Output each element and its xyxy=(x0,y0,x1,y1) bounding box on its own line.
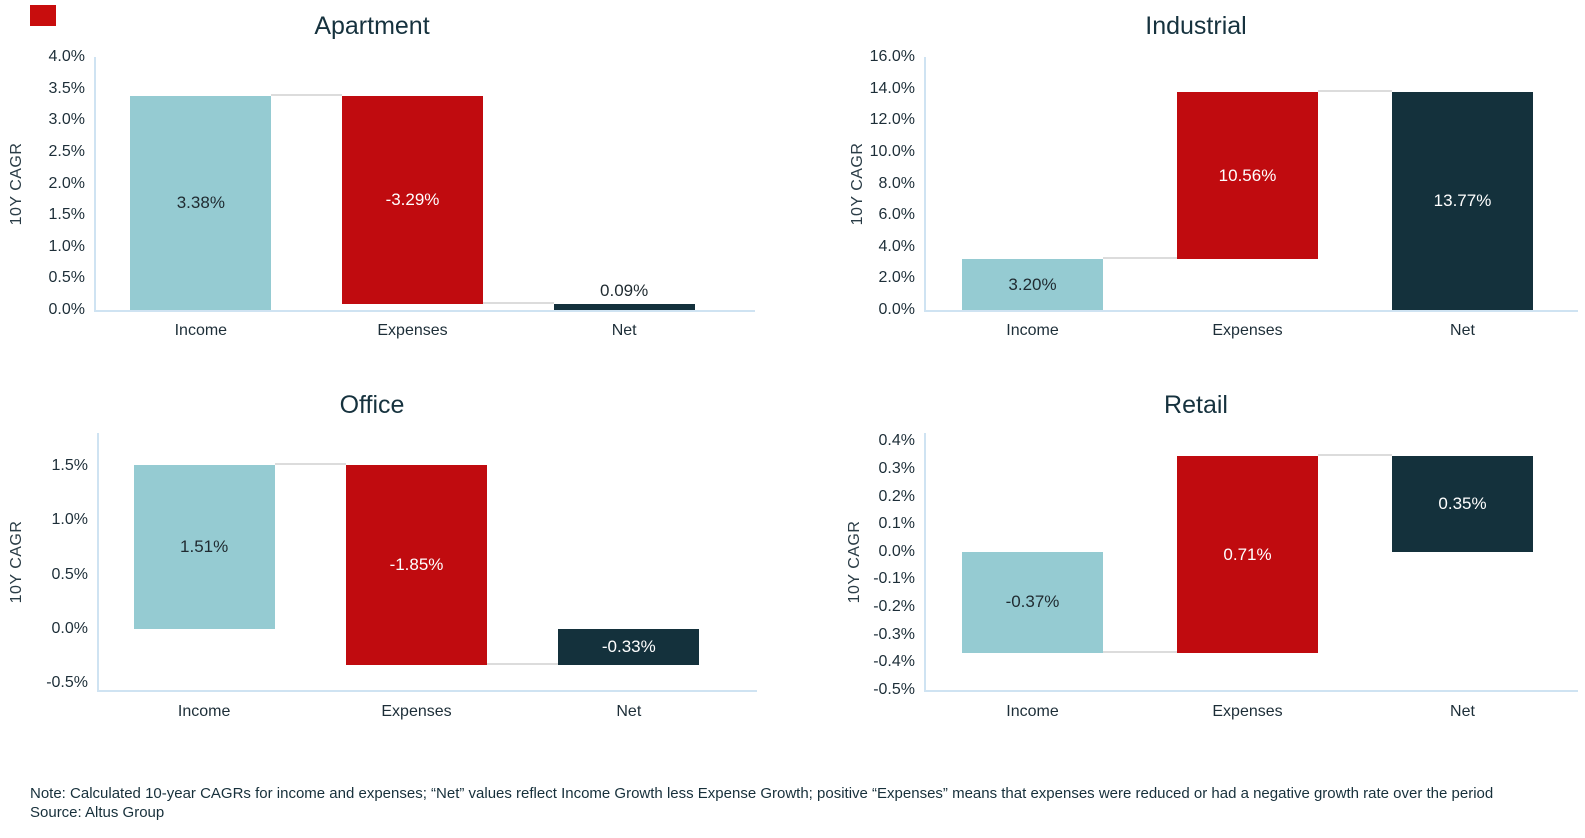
y-tick-label: 3.0% xyxy=(48,111,85,129)
x-axis-line xyxy=(94,310,755,312)
waterfall-connector xyxy=(274,462,346,465)
category-label: Expenses xyxy=(1212,703,1283,720)
bar-value-label: -0.33% xyxy=(601,637,656,657)
bar-value-label: -1.85% xyxy=(389,555,444,575)
chart-title: Retail xyxy=(1164,391,1228,419)
bar-expenses xyxy=(1177,92,1318,260)
y-axis-line xyxy=(94,57,96,310)
y-tick-label: 2.5% xyxy=(48,142,85,160)
y-tick-label: -0.1% xyxy=(873,570,915,588)
y-tick-label: 2.0% xyxy=(878,269,915,287)
y-tick-label: 0.5% xyxy=(51,565,88,583)
bar-income xyxy=(962,259,1103,310)
y-tick-label: 0.0% xyxy=(878,301,915,318)
bar-value-label: -3.29% xyxy=(385,190,440,210)
bar-value-label: 0.09% xyxy=(600,281,649,301)
y-tick-label: 0.1% xyxy=(878,515,915,533)
y-tick-label: 12.0% xyxy=(869,111,915,129)
y-tick-label: 14.0% xyxy=(869,79,915,97)
bar-expenses xyxy=(342,96,483,305)
y-tick-label: 4.0% xyxy=(878,237,915,255)
y-axis-title: 10Y CAGR xyxy=(8,520,25,603)
chart-title: Office xyxy=(339,391,405,419)
bar-net xyxy=(1392,456,1533,552)
y-tick-label: -0.4% xyxy=(873,653,915,671)
bar-value-label: 1.51% xyxy=(180,536,229,556)
y-tick-label: 0.5% xyxy=(48,269,85,287)
bar-net xyxy=(553,304,695,310)
y-tick-label: 0.0% xyxy=(878,542,915,560)
waterfall-connector xyxy=(487,663,559,666)
y-tick-label: 2.0% xyxy=(48,174,85,192)
waterfall-connector xyxy=(1318,90,1392,93)
y-tick-label: 0.2% xyxy=(878,487,915,505)
y-tick-label: 4.0% xyxy=(48,48,85,65)
y-tick-label: 0.0% xyxy=(48,301,85,318)
bar-value-label: 3.20% xyxy=(1008,274,1057,294)
waterfall-connector xyxy=(1103,257,1177,260)
y-tick-label: 1.5% xyxy=(48,206,85,224)
bar-net xyxy=(558,629,700,666)
bar-net xyxy=(1392,92,1533,310)
y-tick-label: 3.5% xyxy=(48,79,85,97)
category-label: Net xyxy=(1450,703,1475,720)
category-label: Income xyxy=(174,322,228,339)
category-label: Income xyxy=(1006,322,1059,339)
category-label: Net xyxy=(1450,322,1475,339)
bar-income xyxy=(133,464,275,629)
category-label: Net xyxy=(611,322,637,339)
bar-value-label: -0.37% xyxy=(1005,592,1060,612)
category-label: Expenses xyxy=(381,703,452,720)
bar-income xyxy=(130,96,272,310)
bar-value-label: 3.38% xyxy=(176,193,225,213)
category-label: Expenses xyxy=(377,322,448,339)
y-tick-label: 0.4% xyxy=(878,432,915,450)
chart-title: Apartment xyxy=(314,12,430,40)
y-axis-line xyxy=(924,433,926,690)
y-tick-label: 10.0% xyxy=(869,142,915,160)
waterfall-connector xyxy=(1103,650,1177,653)
category-label: Net xyxy=(616,703,642,720)
y-tick-label: -0.5% xyxy=(46,674,88,692)
y-axis-line xyxy=(924,57,926,310)
category-label: Income xyxy=(1006,703,1059,720)
bar-expenses xyxy=(1177,456,1318,653)
y-tick-label: -0.2% xyxy=(873,598,915,616)
y-tick-label: 16.0% xyxy=(869,48,915,65)
chart-title: Industrial xyxy=(1145,12,1247,40)
waterfall-connector xyxy=(483,302,554,305)
y-tick-label: 1.0% xyxy=(48,237,85,255)
y-tick-label: 0.3% xyxy=(878,459,915,477)
y-tick-label: 1.5% xyxy=(51,456,88,474)
x-axis-line xyxy=(924,690,1578,692)
bar-value-label: 13.77% xyxy=(1433,191,1492,211)
source-note: Source: Altus Group xyxy=(30,804,165,821)
category-label: Expenses xyxy=(1212,322,1283,339)
y-tick-label: 1.0% xyxy=(51,511,88,529)
y-tick-label: 0.0% xyxy=(51,620,88,638)
y-tick-label: 8.0% xyxy=(878,174,915,192)
bar-expenses xyxy=(346,464,487,666)
x-axis-line xyxy=(924,310,1578,312)
bar-income xyxy=(962,551,1103,653)
y-tick-label: -0.3% xyxy=(873,625,915,643)
waterfall-connector xyxy=(1318,454,1392,457)
bar-value-label: 10.56% xyxy=(1218,165,1277,185)
category-label: Income xyxy=(177,703,231,720)
waterfall-connector xyxy=(271,94,342,97)
x-axis-line xyxy=(97,690,757,692)
y-tick-label: 6.0% xyxy=(878,206,915,224)
y-tick-label: -0.5% xyxy=(873,681,915,698)
bar-value-label: 0.71% xyxy=(1223,544,1272,564)
y-axis-line xyxy=(97,433,99,690)
red-corner-mark xyxy=(30,5,56,26)
footnote: Note: Calculated 10-year CAGRs for incom… xyxy=(30,785,1494,802)
bar-value-label: 0.35% xyxy=(1438,494,1487,514)
